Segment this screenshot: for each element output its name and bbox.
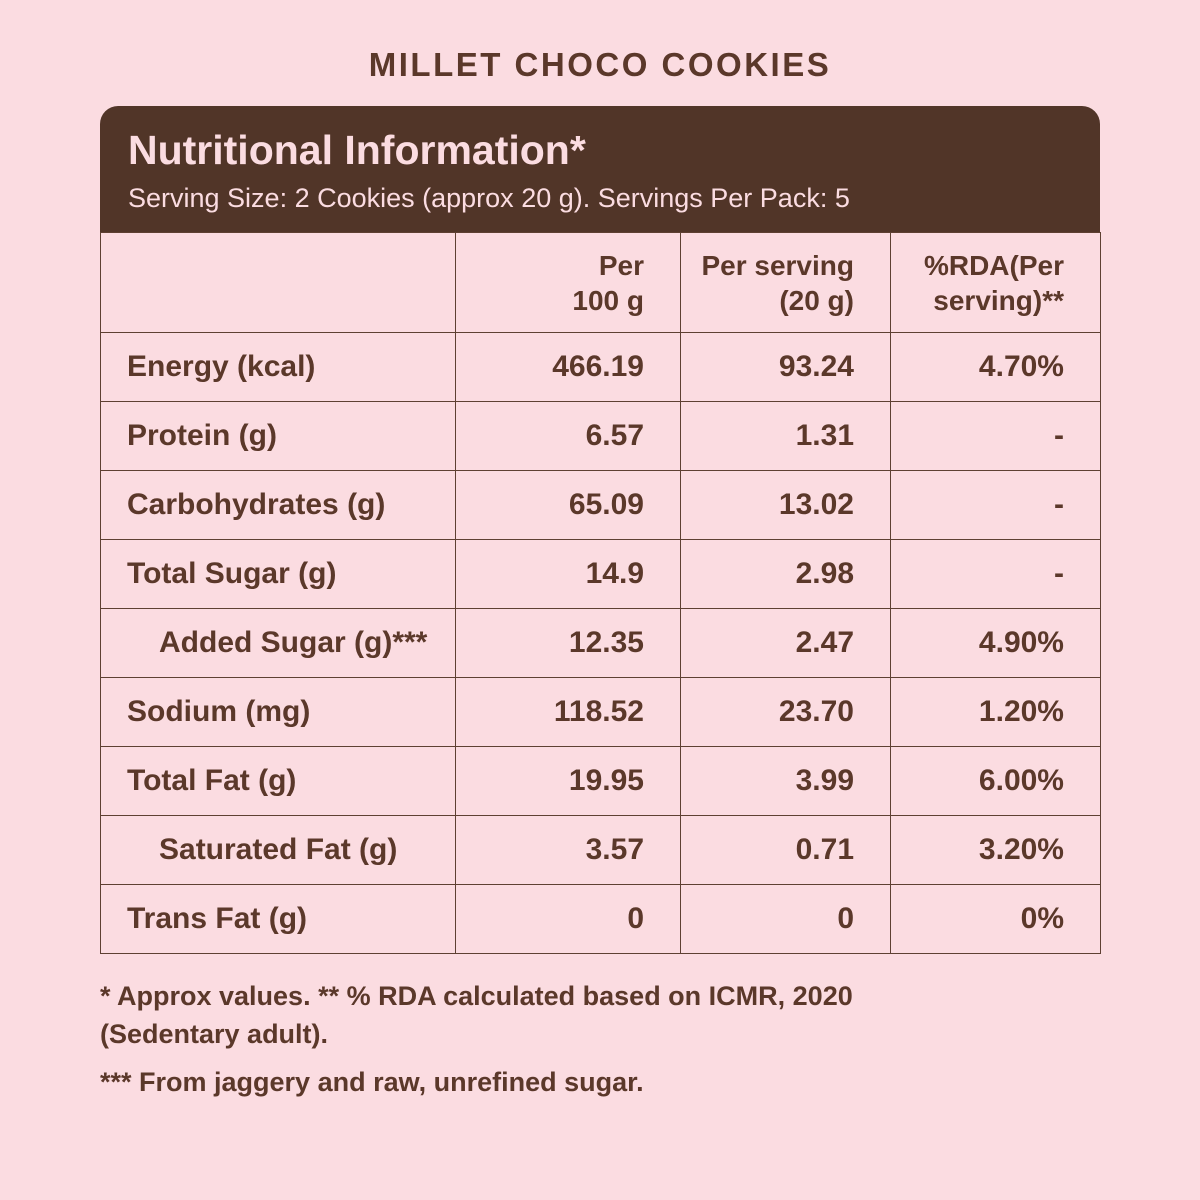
value-rda: 0% — [890, 884, 1101, 955]
col-header-per-serving: Per serving (20 g) — [680, 232, 891, 334]
table-row-saturated-fat: Saturated Fat (g) 3.57 0.71 3.20% — [100, 815, 1101, 886]
col-header-rda: %RDA(Per serving)** — [890, 232, 1101, 334]
value-rda: - — [890, 401, 1101, 472]
value-per-100g: 118.52 — [455, 677, 681, 748]
nutrition-card: Nutritional Information* Serving Size: 2… — [100, 106, 1101, 1101]
value-per-serving: 3.99 — [680, 746, 891, 817]
row-label: Total Sugar (g) — [100, 539, 456, 610]
value-rda: - — [890, 539, 1101, 610]
footnote-jaggery: *** From jaggery and raw, unrefined suga… — [100, 1066, 644, 1097]
value-per-serving: 1.31 — [680, 401, 891, 472]
value-per-serving: 93.24 — [680, 332, 891, 403]
table-row-sodium: Sodium (mg) 118.52 23.70 1.20% — [100, 677, 1101, 748]
value-per-100g: 12.35 — [455, 608, 681, 679]
col-header-per-100g: Per 100 g — [455, 232, 681, 334]
nutrition-table: Per 100 g Per serving (20 g) %RDA(Per se… — [100, 232, 1101, 955]
value-per-serving: 2.47 — [680, 608, 891, 679]
table-row-added-sugar: Added Sugar (g)*** 12.35 2.47 4.90% — [100, 608, 1101, 679]
row-label: Trans Fat (g) — [100, 884, 456, 955]
value-per-100g: 6.57 — [455, 401, 681, 472]
table-row-trans-fat: Trans Fat (g) 0 0 0% — [100, 884, 1101, 955]
value-rda: 3.20% — [890, 815, 1101, 886]
value-per-serving: 13.02 — [680, 470, 891, 541]
row-label: Protein (g) — [100, 401, 456, 472]
value-per-100g: 0 — [455, 884, 681, 955]
footnote-rda: * Approx values. ** % RDA calculated bas… — [100, 981, 853, 1049]
value-rda: 4.70% — [890, 332, 1101, 403]
row-label: Total Fat (g) — [100, 746, 456, 817]
value-per-serving: 23.70 — [680, 677, 891, 748]
value-rda: - — [890, 470, 1101, 541]
value-per-100g: 65.09 — [455, 470, 681, 541]
row-label: Sodium (mg) — [100, 677, 456, 748]
value-per-serving: 0 — [680, 884, 891, 955]
value-per-100g: 14.9 — [455, 539, 681, 610]
table-row-total-fat: Total Fat (g) 19.95 3.99 6.00% — [100, 746, 1101, 817]
table-row-carbohydrates: Carbohydrates (g) 65.09 13.02 - — [100, 470, 1101, 541]
value-per-100g: 19.95 — [455, 746, 681, 817]
row-label: Added Sugar (g)*** — [100, 608, 456, 679]
value-per-serving: 0.71 — [680, 815, 891, 886]
serving-size-line: Serving Size: 2 Cookies (approx 20 g). S… — [128, 183, 850, 214]
value-per-100g: 466.19 — [455, 332, 681, 403]
table-header-row: Per 100 g Per serving (20 g) %RDA(Per se… — [100, 232, 1101, 334]
table-row-protein: Protein (g) 6.57 1.31 - — [100, 401, 1101, 472]
value-per-100g: 3.57 — [455, 815, 681, 886]
table-row-total-sugar: Total Sugar (g) 14.9 2.98 - — [100, 539, 1101, 610]
nutrition-panel-header: Nutritional Information* Serving Size: 2… — [100, 106, 1100, 233]
value-rda: 6.00% — [890, 746, 1101, 817]
value-rda: 4.90% — [890, 608, 1101, 679]
row-label: Carbohydrates (g) — [100, 470, 456, 541]
col-header-blank — [100, 232, 456, 334]
row-label: Saturated Fat (g) — [100, 815, 456, 886]
row-label: Energy (kcal) — [100, 332, 456, 403]
page-title: MILLET CHOCO COOKIES — [368, 46, 832, 83]
panel-title: Nutritional Information* — [128, 127, 586, 173]
footnotes: * Approx values. ** % RDA calculated bas… — [100, 978, 1100, 1101]
value-per-serving: 2.98 — [680, 539, 891, 610]
table-row-energy: Energy (kcal) 466.19 93.24 4.70% — [100, 332, 1101, 403]
value-rda: 1.20% — [890, 677, 1101, 748]
